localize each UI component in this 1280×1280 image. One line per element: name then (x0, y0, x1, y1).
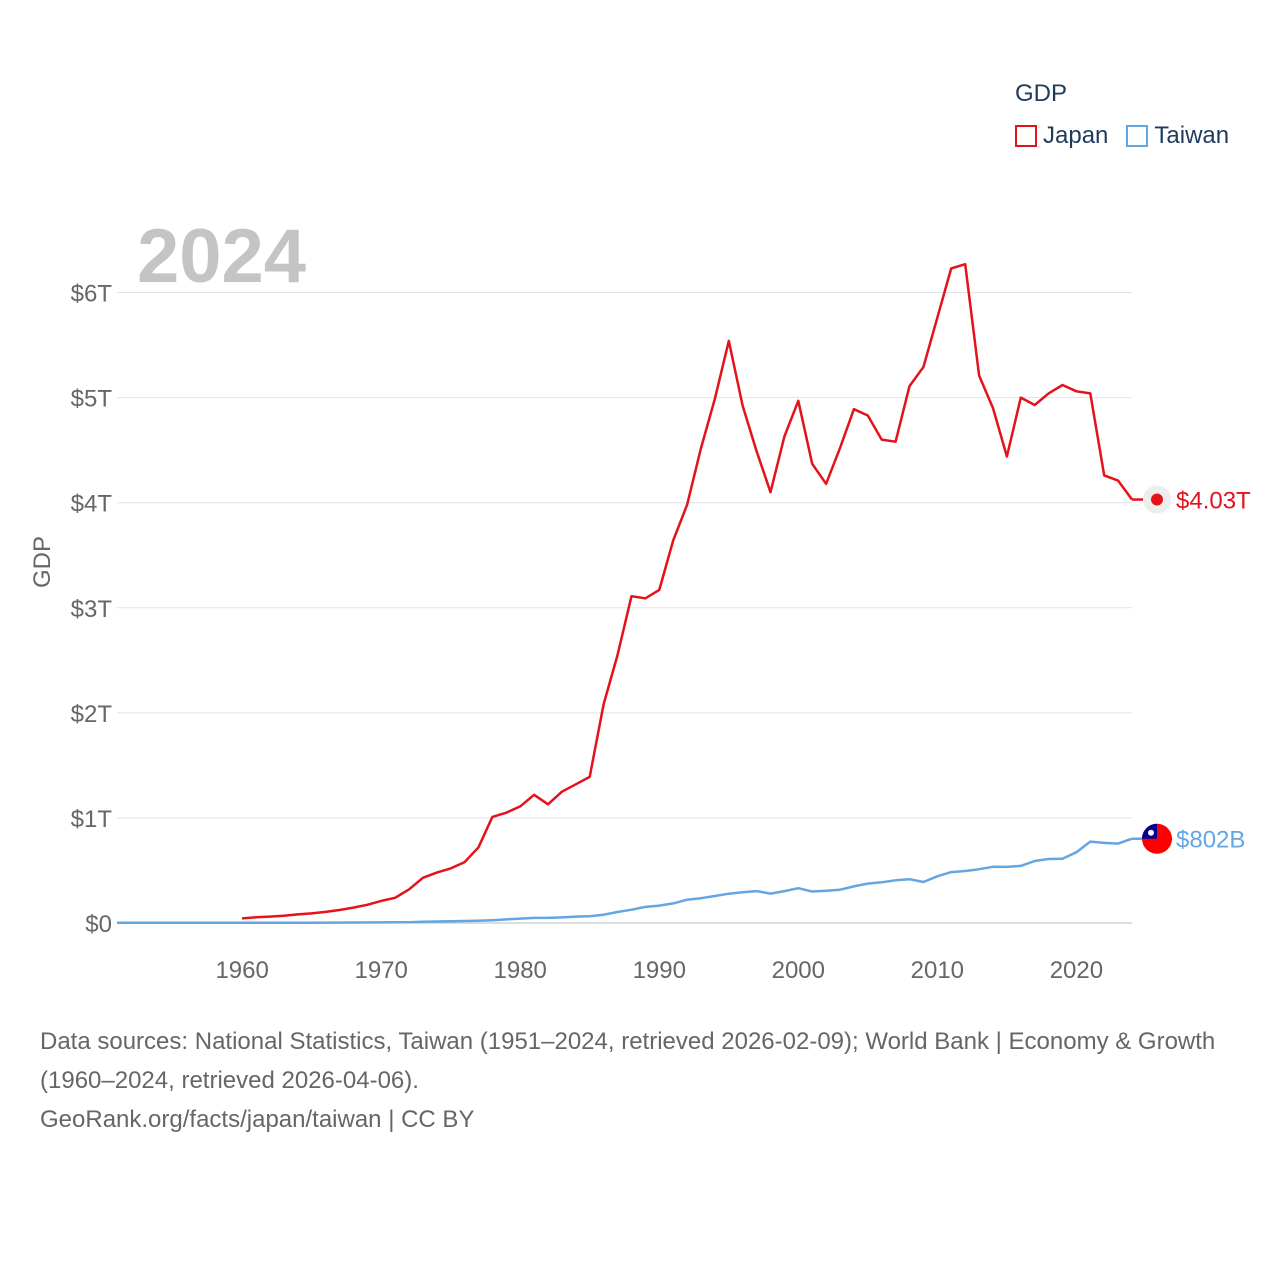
taiwan-flag-sun (1148, 829, 1154, 836)
legend: Japan Taiwan (1015, 122, 1247, 150)
y-axis-label: GDP (29, 536, 56, 588)
y-tick-label: $5T (71, 386, 113, 413)
legend-item-japan[interactable]: Japan (1015, 122, 1108, 150)
end-value-label-taiwan: $802B (1176, 827, 1245, 854)
legend-label-japan: Japan (1043, 122, 1109, 149)
x-tick-label: 1970 (354, 957, 407, 984)
y-tick-label: $4T (71, 491, 113, 518)
footer: Data sources: National Statistics, Taiwa… (40, 1022, 1240, 1139)
x-axis: 1960 1970 1980 1990 2000 2010 2020 (215, 957, 1103, 984)
japan-flag-sun (1151, 493, 1163, 506)
credit-link[interactable]: GeoRank.org/facts/japan/taiwan | CC BY (40, 1106, 475, 1133)
y-axis: $0 $1T $2T $3T $4T $5T $6T (71, 281, 113, 938)
x-tick-label: 1990 (633, 957, 686, 984)
x-tick-label: 2000 (772, 957, 825, 984)
legend-swatch-japan (1015, 125, 1037, 147)
x-tick-label: 1960 (215, 957, 268, 984)
series-lines (117, 262, 1134, 925)
end-value-label-japan: $4.03T (1176, 488, 1251, 515)
series-line-japan (242, 262, 1134, 920)
x-tick-label: 2020 (1050, 957, 1103, 984)
y-tick-label: $6T (71, 281, 113, 308)
x-tick-label: 1980 (494, 957, 547, 984)
legend-item-taiwan[interactable]: Taiwan (1126, 122, 1229, 150)
data-sources-note: Data sources: National Statistics, Taiwa… (40, 1028, 1216, 1094)
grid-lines (117, 292, 1132, 924)
x-tick-label: 2010 (911, 957, 964, 984)
y-tick-label: $2T (71, 701, 113, 728)
legend-label-taiwan: Taiwan (1154, 122, 1230, 149)
legend-swatch-taiwan (1126, 125, 1149, 147)
year-watermark: 2024 (137, 214, 306, 299)
y-tick-label: $1T (71, 806, 113, 833)
y-tick-label: $0 (85, 911, 112, 938)
series-line-taiwan (117, 837, 1133, 925)
legend-title: GDP (1015, 80, 1068, 107)
end-markers: $4.03T $802B (1132, 485, 1251, 854)
y-tick-label: $3T (71, 596, 113, 623)
